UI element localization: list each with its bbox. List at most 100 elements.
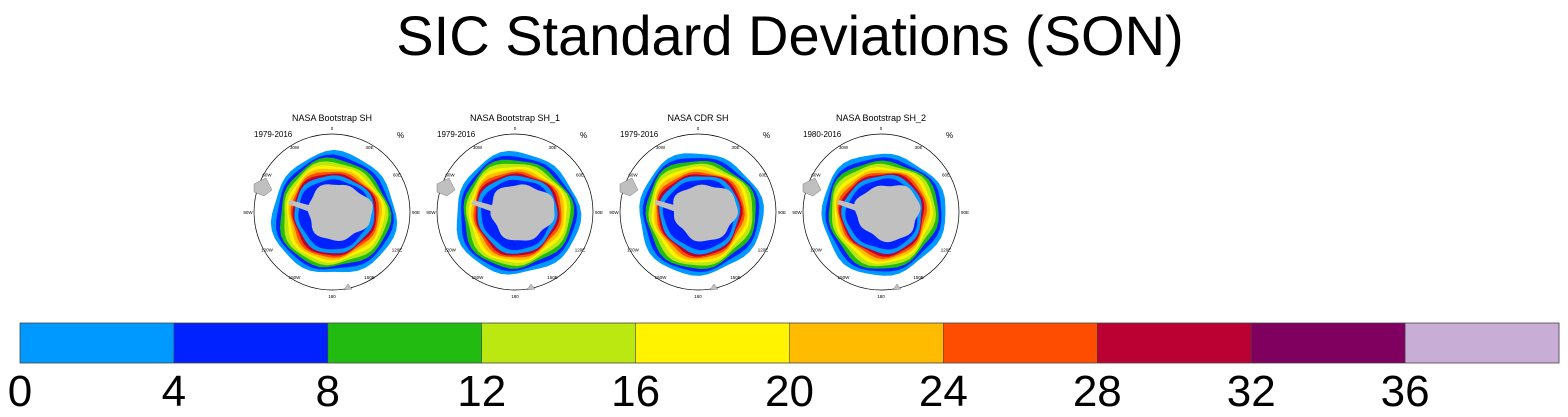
longitude-label: 120E xyxy=(941,248,952,253)
longitude-label: 60W xyxy=(811,173,821,178)
colorbar-outline xyxy=(19,322,1560,364)
panel-period: 1979-2016 xyxy=(620,130,659,139)
longitude-label: 150W xyxy=(655,275,668,280)
new-zealand-landmass xyxy=(526,283,536,291)
longitude-label: 120E xyxy=(758,248,769,253)
panel-period: 1979-2016 xyxy=(437,130,476,139)
colorbar-swatch xyxy=(1097,323,1252,363)
longitude-label: 120E xyxy=(575,248,586,253)
longitude-label: 120W xyxy=(810,248,823,253)
colorbar-swatch xyxy=(789,323,944,363)
longitude-label: 30W xyxy=(839,145,849,150)
colorbar-swatch xyxy=(173,323,329,363)
new-zealand-landmass xyxy=(892,283,902,291)
longitude-label: 60W xyxy=(262,173,272,178)
longitude-label: 120W xyxy=(261,248,274,253)
colorbar-tick-label: 4 xyxy=(162,367,186,416)
longitude-label: 150E xyxy=(364,275,375,280)
longitude-label: 90E xyxy=(595,210,603,215)
colorbar-tick-label: 32 xyxy=(1227,367,1276,416)
longitude-label: 120E xyxy=(392,248,403,253)
south-america-landmass xyxy=(619,177,639,197)
colorbar-tick-label: 36 xyxy=(1381,367,1430,416)
colorbar-swatch xyxy=(943,323,1098,363)
map-panel: NASA Bootstrap SH 1979-2016 % 0 30E 60E 90E 120… xyxy=(243,113,420,299)
colorbar-tick-label: 24 xyxy=(919,367,968,416)
antarctic-peninsula xyxy=(654,200,678,212)
colorbar-tick-label: 28 xyxy=(1073,367,1122,416)
longitude-label: 180 xyxy=(694,294,702,299)
colorbar: 0 4 8 12 16 20 24 28 32 36 xyxy=(8,322,1560,416)
antarctica-landmass xyxy=(854,185,921,243)
longitude-label: 90E xyxy=(778,210,786,215)
longitude-label: 90W xyxy=(792,210,802,215)
longitude-label: 150W xyxy=(838,275,851,280)
longitude-label: 30W xyxy=(656,145,666,150)
longitude-label: 180 xyxy=(328,294,336,299)
longitude-label: 30E xyxy=(731,145,739,150)
longitude-label: 150W xyxy=(289,275,302,280)
panel-period: 1979-2016 xyxy=(254,130,293,139)
longitude-label: 60W xyxy=(628,173,638,178)
longitude-label: 30E xyxy=(914,145,922,150)
map-panel: NASA CDR SH 1979-2016 % 0 30E 60E 90E 120E 150E 1… xyxy=(609,113,786,299)
longitude-label: 120W xyxy=(627,248,640,253)
longitude-label: 90E xyxy=(961,210,969,215)
longitude-label: 0 xyxy=(331,126,334,131)
longitude-label: 60W xyxy=(445,173,455,178)
longitude-label: 150E xyxy=(913,275,924,280)
panel-title: NASA Bootstrap SH xyxy=(292,113,372,123)
antarctica-landmass xyxy=(673,184,738,242)
colorbar-tick-label: 16 xyxy=(611,367,660,416)
colorbar-swatch xyxy=(1251,323,1406,363)
colorbar-tick-label: 20 xyxy=(765,367,814,416)
longitude-label: 90E xyxy=(412,210,420,215)
panel-title: NASA CDR SH xyxy=(667,113,728,123)
longitude-label: 30E xyxy=(548,145,556,150)
colorbar-tick-label: 8 xyxy=(316,367,340,416)
longitude-label: 0 xyxy=(514,126,517,131)
longitude-label: 90W xyxy=(426,210,436,215)
panel-title: NASA Bootstrap SH_1 xyxy=(470,113,560,123)
longitude-label: 150E xyxy=(730,275,741,280)
colorbar-swatch xyxy=(20,323,175,363)
colorbar-swatch xyxy=(327,323,483,363)
panel-title: NASA Bootstrap SH_2 xyxy=(836,113,926,123)
antarctic-peninsula xyxy=(288,200,312,212)
panel-units: % xyxy=(763,131,770,140)
longitude-label: 150E xyxy=(547,275,558,280)
longitude-label: 120W xyxy=(444,248,457,253)
longitude-label: 60E xyxy=(942,173,950,178)
panel-units: % xyxy=(580,131,587,140)
colorbar-swatch xyxy=(1405,323,1560,363)
south-america-landmass xyxy=(802,177,822,197)
antarctic-peninsula xyxy=(471,200,495,212)
antarctic-peninsula xyxy=(837,200,861,212)
longitude-label: 180 xyxy=(511,294,519,299)
map-panel: NASA Bootstrap SH_2 1980-2016 % 0 30E 60E 90E 1… xyxy=(792,113,969,299)
colorbar-tick-label: 12 xyxy=(457,367,506,416)
south-america-landmass xyxy=(436,177,456,197)
longitude-label: 30E xyxy=(365,145,373,150)
colorbar-swatch xyxy=(635,323,790,363)
new-zealand-landmass xyxy=(709,283,719,291)
panels: NASA Bootstrap SH 1979-2016 % 0 30E 60E 90E 120… xyxy=(243,113,969,299)
antarctica-landmass xyxy=(307,184,373,241)
south-america-landmass xyxy=(253,177,273,197)
map-panel: NASA Bootstrap SH_1 1979-2016 % 0 30E 60E 90E 1… xyxy=(426,113,603,299)
longitude-label: 30W xyxy=(473,145,483,150)
longitude-label: 0 xyxy=(697,126,700,131)
longitude-label: 60E xyxy=(576,173,584,178)
panel-units: % xyxy=(946,131,953,140)
new-zealand-landmass xyxy=(343,283,353,291)
longitude-label: 60E xyxy=(759,173,767,178)
longitude-label: 30W xyxy=(290,145,300,150)
colorbar-swatch xyxy=(481,323,637,363)
longitude-label: 60E xyxy=(393,173,401,178)
antarctica-landmass xyxy=(490,184,555,241)
longitude-label: 0 xyxy=(880,126,883,131)
longitude-label: 150W xyxy=(472,275,485,280)
panel-units: % xyxy=(397,131,404,140)
longitude-label: 90W xyxy=(609,210,619,215)
